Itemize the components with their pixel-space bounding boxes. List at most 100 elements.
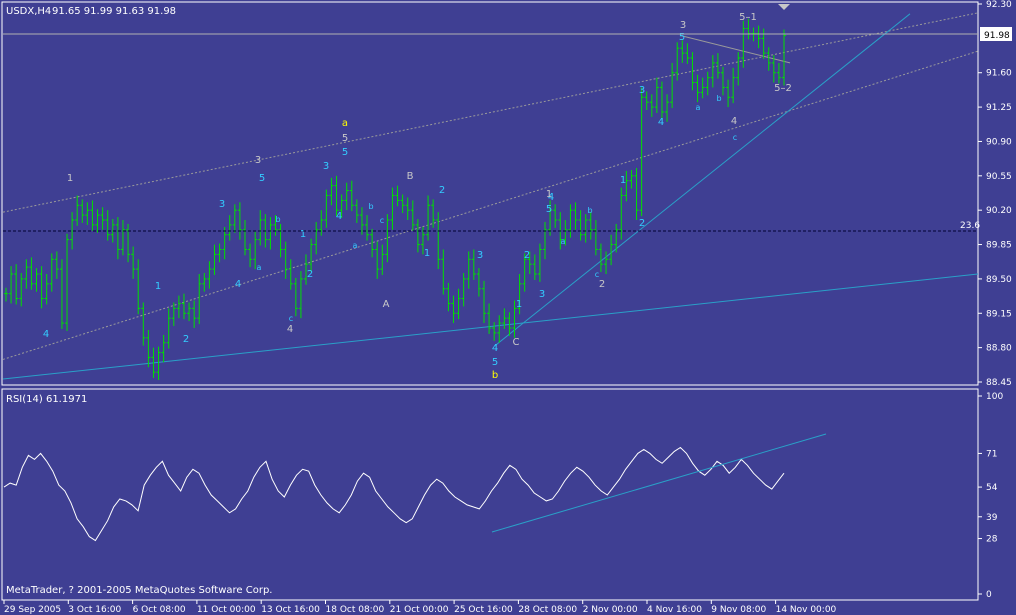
price-bar bbox=[568, 204, 573, 238]
price-bar bbox=[293, 277, 298, 317]
price-bar bbox=[746, 18, 751, 40]
shift-marker-icon[interactable] bbox=[778, 4, 790, 10]
wave-label: 1 bbox=[620, 175, 626, 186]
wave-label: 5 bbox=[492, 357, 498, 368]
price-bar bbox=[268, 217, 273, 250]
price-bar bbox=[776, 62, 781, 84]
price-bar bbox=[705, 71, 710, 96]
price-bar bbox=[309, 238, 314, 273]
time-tick-label: 14 Nov 00:00 bbox=[776, 605, 837, 615]
price-bar bbox=[80, 199, 85, 223]
price-bar bbox=[431, 199, 436, 228]
price-bar bbox=[146, 329, 151, 368]
price-bar bbox=[314, 221, 319, 255]
price-bar bbox=[548, 200, 553, 236]
solid-trend-base bbox=[2, 273, 979, 380]
price-bar bbox=[497, 315, 502, 343]
price-bar bbox=[731, 67, 736, 104]
price-bar bbox=[39, 266, 44, 309]
wave-label: 4 bbox=[658, 117, 664, 128]
time-tick-label: 21 Oct 00:00 bbox=[390, 605, 449, 615]
rsi-tick-label: 100 bbox=[986, 392, 1003, 402]
price-bar bbox=[176, 295, 181, 319]
price-tick-label: 89.85 bbox=[986, 241, 1012, 251]
current-price-label: 91.98 bbox=[984, 31, 1010, 41]
rsi-trend-line bbox=[491, 433, 827, 533]
price-bar bbox=[461, 273, 466, 307]
price-bar bbox=[563, 220, 568, 246]
wave-label: 2 bbox=[307, 269, 313, 280]
price-bar bbox=[232, 204, 237, 233]
price-bar bbox=[19, 273, 24, 307]
price-bar bbox=[131, 246, 136, 279]
price-bar bbox=[426, 195, 431, 241]
wave-label: 2 bbox=[599, 279, 605, 290]
fib-label: 23.6 bbox=[960, 221, 980, 231]
price-bar bbox=[85, 202, 90, 225]
price-bar bbox=[166, 308, 171, 349]
price-bars bbox=[4, 18, 786, 381]
price-bar bbox=[242, 220, 247, 256]
price-bar bbox=[451, 295, 456, 324]
wave-label: 4 bbox=[235, 279, 241, 290]
price-bar bbox=[151, 347, 156, 379]
price-bar bbox=[741, 20, 746, 68]
price-bar bbox=[115, 217, 120, 260]
price-bar bbox=[212, 244, 217, 275]
wave-label: 3 bbox=[255, 155, 261, 166]
price-tick-label: 88.45 bbox=[986, 378, 1012, 388]
price-bar bbox=[298, 271, 303, 319]
copyright-text: MetaTrader, ? 2001-2005 MetaQuotes Softw… bbox=[6, 585, 272, 596]
current-price-marker: 91.98 bbox=[3, 27, 1012, 41]
price-bar bbox=[685, 43, 690, 64]
price-bar bbox=[659, 81, 664, 120]
price-bar bbox=[395, 185, 400, 207]
wave-label: 3 bbox=[680, 20, 686, 31]
wave-label: c bbox=[289, 314, 293, 323]
price-bar bbox=[202, 273, 207, 292]
rsi-tick-label: 54 bbox=[986, 483, 998, 493]
price-bar bbox=[192, 300, 197, 328]
price-tick-label: 89.15 bbox=[986, 309, 1012, 319]
price-bar bbox=[319, 210, 324, 236]
price-bar bbox=[29, 257, 34, 290]
price-bar bbox=[481, 280, 486, 324]
price-bar bbox=[456, 288, 461, 320]
rsi-tick-label: 0 bbox=[986, 590, 992, 600]
price-bar bbox=[278, 223, 283, 258]
price-bar bbox=[120, 220, 125, 256]
wave-label: a bbox=[353, 241, 358, 250]
price-bar bbox=[187, 302, 192, 322]
wave-label: a bbox=[342, 118, 348, 129]
wave-label: 5 bbox=[259, 173, 265, 184]
rsi-tick-label: 71 bbox=[986, 449, 997, 459]
wave-label: b bbox=[716, 94, 721, 103]
price-bar bbox=[334, 175, 339, 217]
price-bar bbox=[222, 226, 227, 260]
price-bar bbox=[100, 207, 105, 230]
wedge-line bbox=[679, 34, 791, 64]
wave-label: 4 bbox=[43, 329, 49, 340]
price-bar bbox=[771, 55, 776, 83]
price-bar bbox=[70, 212, 75, 250]
price-bar bbox=[258, 210, 263, 246]
price-tick-label: 91.60 bbox=[986, 69, 1012, 79]
price-bar bbox=[380, 244, 385, 275]
price-bar bbox=[354, 199, 359, 223]
price-bar bbox=[197, 274, 202, 325]
wave-label: 4 bbox=[548, 192, 554, 203]
price-bar bbox=[619, 187, 624, 240]
price-bar bbox=[507, 312, 512, 336]
price-bar bbox=[593, 220, 598, 256]
price-panel: USDX,H4 91.65 91.99 91.63 91.98 14123435… bbox=[1, 0, 1012, 388]
time-tick-label: 13 Oct 16:00 bbox=[261, 605, 320, 615]
rsi-label: RSI(14) 61.1971 bbox=[6, 394, 87, 405]
price-bar bbox=[9, 266, 14, 304]
wave-label: 3 bbox=[219, 199, 225, 210]
wave-label: A bbox=[383, 299, 390, 310]
price-bar bbox=[105, 210, 110, 241]
time-tick-label: 25 Oct 16:00 bbox=[454, 605, 513, 615]
price-bar bbox=[527, 251, 532, 274]
price-bar bbox=[715, 53, 720, 79]
price-bar bbox=[782, 29, 786, 86]
